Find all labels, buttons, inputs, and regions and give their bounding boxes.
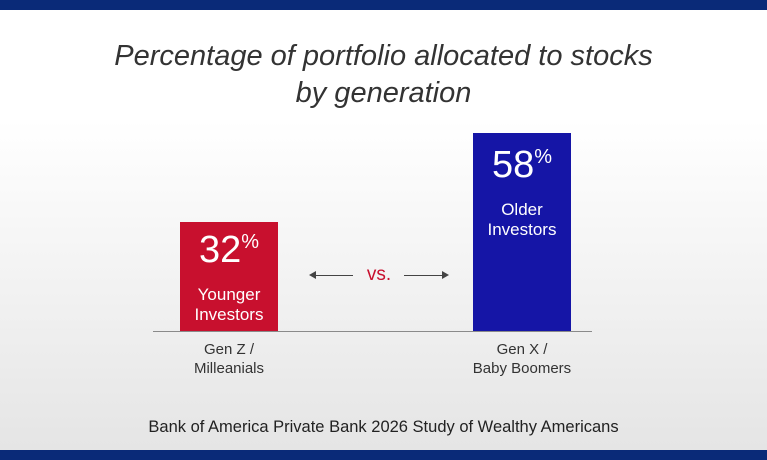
bar-older-investors: 58% Older Investors [473,133,571,331]
bottom-band [0,450,767,460]
bar-label-younger: Younger Investors [194,285,264,324]
category-label-gen-z-millennials: Gen Z / Milleanials [193,341,265,377]
chart-title: Percentage of portfolio allocated to sto… [0,38,767,112]
bar-value-older: 58% [491,144,553,186]
arrow-right-icon [442,271,449,279]
top-band [0,0,767,10]
versus-label: vs. [366,264,392,285]
bar-label-older: Older Investors [487,200,557,239]
bar-value-younger: 32% [198,229,260,271]
chart-title-line-2: by generation [295,77,472,109]
bar-younger-investors: 32% Younger Investors [180,222,278,331]
chart-baseline [153,331,592,332]
arrow-right-line [404,275,442,276]
chart-title-line-1: Percentage of portfolio allocated to sto… [114,40,653,72]
versus-indicator: vs. [309,264,449,288]
arrow-left-line [315,275,353,276]
category-label-gen-x-boomers: Gen X / Baby Boomers [472,341,572,377]
arrow-left-icon [309,271,316,279]
source-note: Bank of America Private Bank 2026 Study … [148,418,619,436]
